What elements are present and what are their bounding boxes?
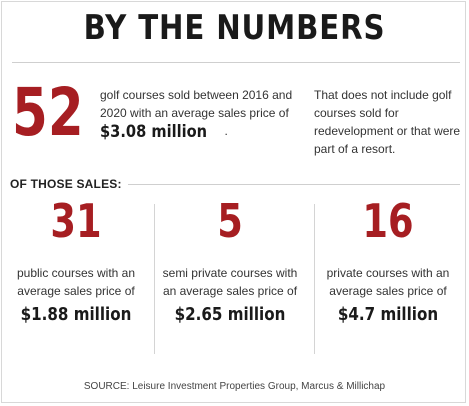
column-divider [154, 204, 155, 354]
headline-price: $3.08 million [100, 122, 208, 142]
stat-number: 16 [362, 194, 414, 248]
headline-number: 52 [12, 74, 84, 151]
stat-price: $2.65 million [174, 304, 286, 325]
stat-number: 31 [50, 194, 102, 248]
stat-number: 5 [217, 194, 243, 248]
section-divider [128, 184, 460, 185]
headline-note: That does not include golf courses sold … [314, 88, 461, 156]
headline-price-suffix: . [224, 124, 228, 138]
stat-price: $4.7 million [337, 304, 439, 325]
title-divider [12, 62, 460, 63]
source-credit: SOURCE: Leisure Investment Properties Gr… [83, 381, 386, 392]
headline-text: golf courses sold between 2016 and 2020 … [100, 86, 310, 141]
stat-column-semi-private: 5 semi private courses with an average s… [160, 198, 300, 358]
page-title: BY THE NUMBERS [83, 8, 386, 48]
headline-description: golf courses sold between 2016 and 2020 … [100, 88, 293, 120]
stat-description: semi private courses with an average sal… [162, 266, 298, 298]
section-label: OF THOSE SALES: [10, 177, 122, 191]
stat-column-public: 31 public courses with an average sales … [6, 198, 146, 358]
stat-price: $1.88 million [20, 304, 132, 325]
column-divider [314, 204, 315, 354]
stat-description: public courses with an average sales pri… [16, 266, 136, 298]
stat-description: private courses with an average sales pr… [326, 266, 450, 298]
stat-column-private: 16 private courses with an average sales… [318, 198, 458, 358]
